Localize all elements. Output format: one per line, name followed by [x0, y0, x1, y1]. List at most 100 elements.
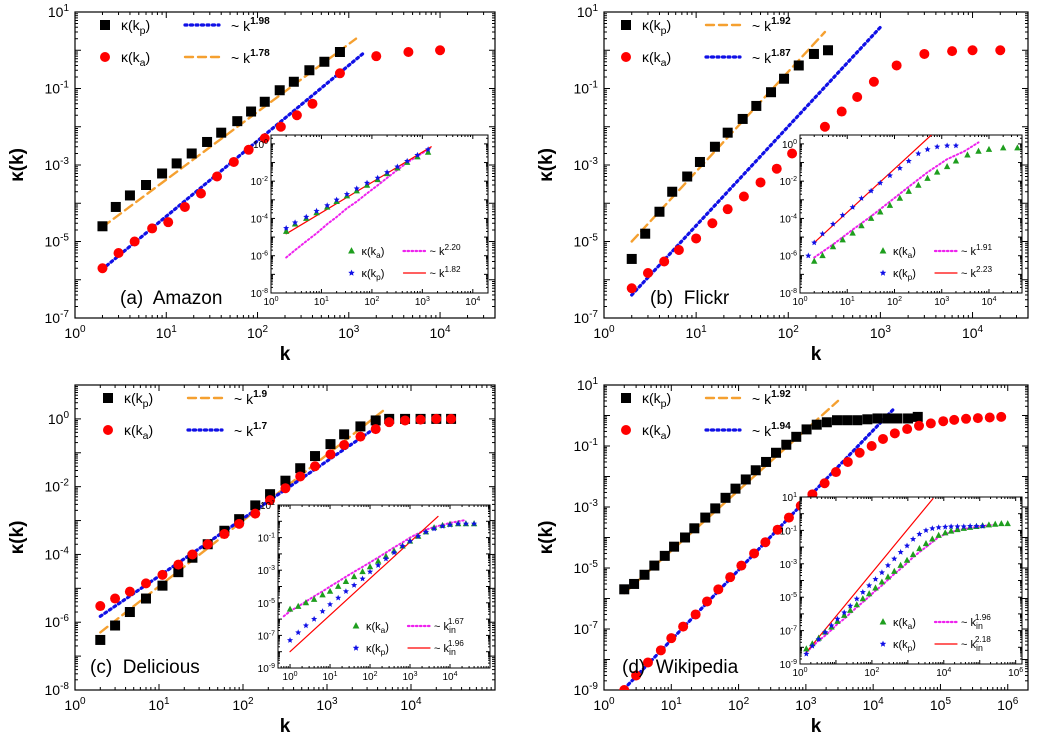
panel-1-series-1-point [243, 144, 254, 155]
panel-2-inset-legend-1-label: κ(kp) [893, 268, 916, 282]
panel-4-x-tick-label: 103 [795, 696, 817, 713]
panel-3-series-0-point [173, 567, 184, 578]
panel-4-series-0-point [892, 413, 903, 424]
panel-1-series-0-point [216, 127, 227, 138]
panel-3-inset-series-1-point [431, 525, 438, 532]
panel-3-inset-series-0-point [319, 591, 326, 598]
panel-3-inset-series-1-point [335, 594, 342, 601]
panel-4-x-tick-label: 101 [661, 696, 683, 713]
panel-3-series-1-point [384, 417, 395, 428]
panel-4-series-0-point [639, 569, 650, 580]
panel-4-inset-series-0-point [865, 590, 873, 597]
panel-1-y-tick-label: 10-7 [45, 309, 70, 326]
panel-4-series-1-point [961, 413, 972, 424]
panel-2-series-1-point [707, 218, 718, 229]
panel-4-series-0-point [862, 414, 873, 425]
panel-3-series-1-point [157, 569, 168, 580]
panel-4-inset-legend-1-marker [879, 640, 887, 647]
panel-2-inset-series-0-point [915, 181, 922, 188]
panel-2-y-tick-label: 101 [577, 3, 599, 20]
panel-2-y-tick-label: 10-7 [574, 309, 599, 326]
panel-4-series-1-point [725, 572, 736, 583]
panel-2-inset-series-0-point [999, 144, 1007, 151]
panel-1-inset-series-0-point [282, 227, 290, 234]
panel-4-inset-series-1-point [891, 555, 898, 562]
panel-4-inset-series-1-point [872, 576, 879, 582]
panel-3-inset-series-0-point [302, 599, 310, 606]
panel-3-x-axis-title: k [280, 716, 291, 733]
panel-1-inset-series-1-point [384, 169, 391, 175]
panel-2-inset-legend-0-marker [879, 247, 887, 254]
panel-3-inset-series-1-point [319, 608, 326, 614]
panel-3-inset-series-1-point [327, 601, 334, 607]
panel-2-inset-series-0-point [811, 257, 818, 264]
panel-1-inset-series-0-point [363, 181, 371, 188]
panel-4-inset-series-1-point [967, 522, 974, 529]
panel-3-inset-series-1-point [422, 528, 429, 535]
panel-2-series-0-point [808, 48, 819, 59]
panel-3-inset-series-1-point [382, 555, 389, 562]
panel-2-inset-series-0-point [849, 229, 856, 236]
panel-2-series-1-point [852, 91, 863, 102]
panel-1: 100 101 102 103 104 10-7 10-5 10-3 10-1 101 k κ(k) κ… [7, 3, 496, 365]
panel-1-series-1-point [334, 68, 345, 79]
panel-4-series-1-point [938, 416, 949, 427]
panel-4-inset-series-1-point [922, 527, 929, 533]
panel-3-series-1-point [280, 483, 291, 494]
panel-1-series-0-point [304, 65, 315, 76]
panel-4-inset-series-1-point [942, 523, 949, 530]
panel-3-series-1-point [250, 508, 261, 519]
panel-3-series-1-point [310, 461, 321, 472]
panel-4-series-1-point [631, 670, 642, 681]
panel-4-inset-series-0-point [903, 556, 911, 563]
panel-2-inset-series-0-point [933, 168, 941, 175]
panel-4-inset-series-1-point [815, 636, 822, 642]
panel-2-inset-series-1-point [877, 179, 884, 186]
panel-2-inset-series-1-point [952, 142, 959, 149]
panel-1-series-1-point [307, 98, 318, 109]
panel-1-series [97, 37, 446, 274]
panel-4-inset-legend-1-label: κ(kp) [893, 639, 916, 653]
panel-4-inset-series-0-point [841, 611, 848, 618]
panel-4-y-tick-label: 10-7 [574, 620, 599, 637]
panel-3-series-1-point [446, 413, 457, 424]
panel-1-series-1-point [113, 248, 124, 259]
panel-2-series-1-point [755, 177, 766, 188]
panel-2-y-tick-label: 10-1 [574, 80, 599, 97]
panel-4-inset-series-1-point [828, 622, 835, 629]
panel-2-inset-series-1-point [886, 172, 893, 179]
panel-2-series-0-point [766, 87, 777, 98]
panel-3-inset-series-0-point [310, 595, 318, 602]
panel-1-series-1-point [228, 156, 239, 167]
panel-2-inset-series-1-point [868, 187, 875, 194]
panel-4-inset-series-1-point [866, 582, 873, 589]
panel-1-series-1-point [212, 171, 223, 182]
panel-2-inset-series-0-point [819, 252, 826, 259]
panel-3-inset-legend-0-label: κ(ka) [366, 621, 389, 635]
panel-3-series [95, 407, 457, 645]
panel-4-inset-series-0-point [992, 520, 999, 527]
panel-3-inset-series-1-point [359, 575, 366, 582]
panel-2-y-axis-title: κ(k) [536, 148, 557, 182]
panel-1-series-0-point [141, 180, 152, 191]
panel-1-series-0-point [319, 56, 330, 67]
panel-3-inset-series-0-point [366, 563, 374, 570]
panel-2-series-1-point [673, 244, 684, 255]
panel-3-series-1-point [140, 578, 151, 589]
panel-1-y-tick-label: 101 [48, 3, 70, 20]
panel-1-y-tick-label: 10-3 [45, 156, 70, 173]
panel-4-series-0-point [801, 424, 812, 435]
panel-3-legend-0-marker [103, 393, 113, 403]
panel-4-series-1-point [760, 537, 771, 548]
panel-4-inset-series-0-point [859, 595, 867, 602]
panel-4-series-1-point [819, 478, 830, 489]
panel-1-series-0-point [110, 201, 121, 212]
panel-4-y-tick-label: 10-3 [574, 498, 599, 515]
panel-1-series-0-point [97, 221, 108, 232]
panel-2-inset-series-0-point [943, 162, 951, 170]
panel-1-series-1-point [163, 217, 174, 228]
panel-2-inset-series-1-point [924, 146, 931, 153]
panel-3-series-1-point [110, 593, 121, 604]
panel-4-x-tick-label: 104 [863, 696, 885, 713]
panel-1-panel-label: (a) Amazon [120, 288, 222, 309]
